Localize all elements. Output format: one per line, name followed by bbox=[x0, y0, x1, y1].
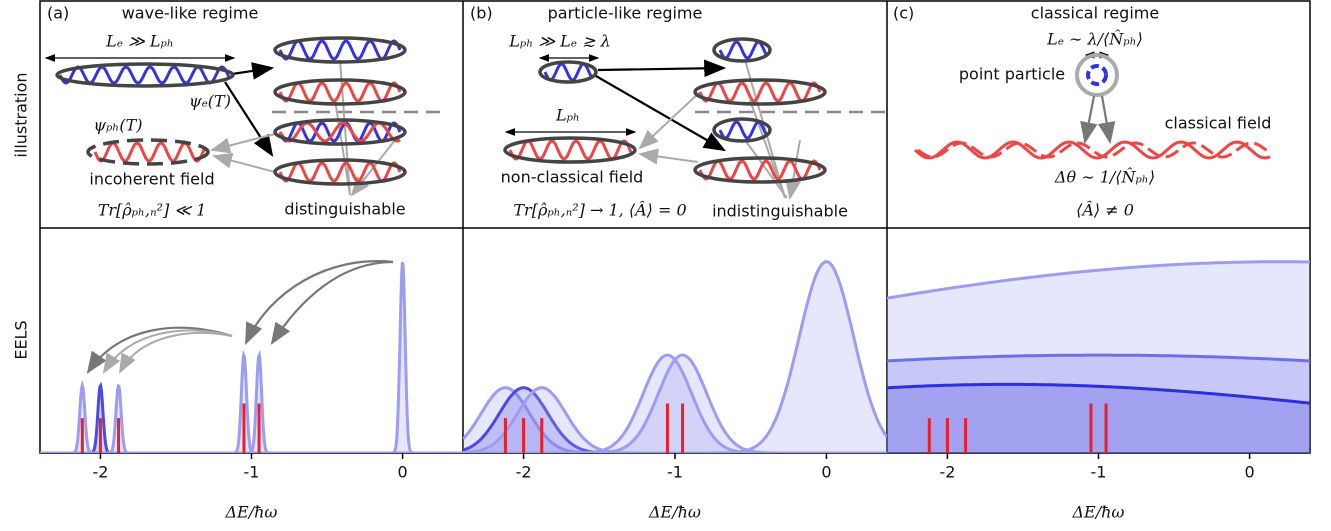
arrow bbox=[595, 75, 726, 152]
wavepacket bbox=[273, 158, 407, 186]
panel-label: (b) bbox=[470, 4, 493, 23]
x-tick-label: -2 bbox=[939, 463, 955, 482]
row-label: EELS bbox=[12, 320, 31, 359]
wavepacket bbox=[503, 136, 637, 164]
x-tick-label: -2 bbox=[92, 463, 108, 482]
peak-fill bbox=[463, 261, 887, 453]
wave bbox=[698, 81, 822, 103]
peak-curve bbox=[887, 353, 1310, 363]
annotation: classical field bbox=[1165, 114, 1272, 133]
peak-fill bbox=[463, 355, 887, 453]
x-tick-label: 0 bbox=[397, 463, 407, 482]
arrow bbox=[597, 59, 727, 78]
annotation: ψₑ(T) bbox=[189, 92, 231, 111]
wavepacket bbox=[86, 138, 210, 166]
annotation: Lₑ ≫ Lₚₕ bbox=[105, 32, 174, 51]
annotation: Lₑ ∼ λ/⟨N̂ₚₕ⟩ bbox=[1046, 30, 1143, 49]
x-axis-label: ΔE/ħω bbox=[1072, 503, 1125, 522]
eels-plot bbox=[40, 261, 463, 453]
wave bbox=[917, 141, 1271, 159]
wave bbox=[278, 39, 402, 61]
arrow bbox=[1097, 95, 1116, 145]
peak-curve bbox=[463, 353, 887, 453]
wavepacket bbox=[538, 60, 598, 84]
wave bbox=[58, 65, 232, 85]
peak-curve bbox=[40, 261, 463, 453]
x-tick-label: 0 bbox=[821, 463, 831, 482]
wave bbox=[698, 159, 822, 181]
peak-curve bbox=[887, 382, 1310, 405]
annotation: Tr[ρ̂ₚₕ,ₙ²] ≪ 1 bbox=[98, 201, 207, 220]
wave bbox=[278, 161, 402, 183]
x-tick-label: -1 bbox=[1091, 463, 1107, 482]
arrow bbox=[270, 260, 394, 345]
peak-fill bbox=[887, 384, 1310, 453]
annotation: distinguishable bbox=[284, 200, 405, 219]
panel-label: (c) bbox=[893, 4, 914, 23]
wavepacket bbox=[712, 117, 772, 143]
arrow bbox=[638, 91, 701, 150]
panel-label: (a) bbox=[47, 4, 69, 23]
arrow bbox=[210, 133, 276, 154]
illustrations: (a) wave-like regime Lₑ ≫ Lₚₕ ψₑ(T) ψₚₕ(… bbox=[44, 4, 1272, 221]
panel-title: classical regime bbox=[1031, 4, 1159, 23]
arrow bbox=[212, 152, 276, 173]
peak-curve bbox=[463, 386, 887, 453]
annotation: non-classical field bbox=[501, 168, 644, 187]
x-axis-label: ΔE/ħω bbox=[225, 503, 278, 522]
arrow bbox=[244, 260, 394, 346]
wave bbox=[913, 140, 1271, 160]
wavepacket bbox=[273, 118, 407, 146]
row-label: illustration bbox=[12, 72, 31, 157]
wave bbox=[278, 81, 402, 103]
peak-curve bbox=[463, 260, 887, 453]
x-tick-label: -2 bbox=[516, 463, 532, 482]
x-tick-label: 0 bbox=[1244, 463, 1254, 482]
eels-plot bbox=[463, 260, 887, 453]
x-tick-label: -1 bbox=[244, 463, 260, 482]
wave bbox=[718, 40, 768, 60]
eels-arrows bbox=[86, 260, 394, 374]
arrow bbox=[1080, 95, 1098, 145]
wavepacket bbox=[693, 156, 827, 184]
wavepacket bbox=[273, 36, 407, 64]
eels-plot bbox=[887, 260, 1310, 453]
arrow bbox=[231, 62, 275, 80]
panel-title: particle-like regime bbox=[548, 4, 703, 23]
peak-fill bbox=[887, 261, 1310, 453]
peak-fill bbox=[887, 355, 1310, 453]
wave bbox=[508, 139, 634, 161]
arrow bbox=[224, 81, 274, 157]
wavepacket bbox=[693, 78, 827, 106]
x-axis-label: ΔE/ħω bbox=[648, 503, 701, 522]
wave bbox=[93, 141, 207, 163]
wave bbox=[543, 62, 594, 82]
wavepacket bbox=[273, 78, 407, 106]
panel-title: wave-like regime bbox=[122, 4, 259, 23]
x-tick-label: -1 bbox=[667, 463, 683, 482]
peak-curve bbox=[887, 260, 1310, 300]
particle-halo bbox=[1075, 53, 1119, 97]
wavepacket bbox=[55, 62, 235, 88]
peak-fill bbox=[463, 355, 887, 453]
annotation: ⟨Â⟩ ≠ 0 bbox=[1076, 200, 1134, 220]
annotation: indistinguishable bbox=[712, 202, 848, 221]
annotation: point particle bbox=[959, 65, 1065, 84]
arrow bbox=[638, 148, 699, 165]
peak-fill bbox=[463, 387, 887, 453]
annotation: Lₚₕ bbox=[555, 106, 580, 125]
annotation: incoherent field bbox=[89, 170, 214, 189]
peak-curve bbox=[463, 386, 887, 453]
arrow bbox=[119, 332, 233, 374]
annotation: Lₚₕ ≫ Lₑ ≳ λ bbox=[508, 32, 610, 51]
annotation: Tr[ρ̂ₚₕ,ₙ²] → 1, ⟨Â⟩ = 0 bbox=[513, 200, 686, 220]
wavepacket bbox=[712, 37, 772, 63]
annotation: ψₚₕ(T) bbox=[93, 116, 142, 135]
point-particle bbox=[1086, 64, 1108, 86]
annotation: Δθ ∼ 1/⟨N̂ₚₕ⟩ bbox=[1054, 168, 1155, 187]
